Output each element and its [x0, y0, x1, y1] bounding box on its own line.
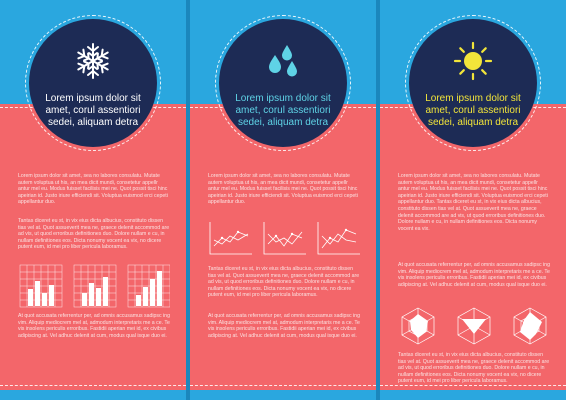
sun-icon	[453, 41, 493, 81]
title-line-3: sedei, aliquam detra	[427, 117, 519, 128]
line-chart-icons	[209, 222, 360, 255]
dashed-divider-bottom	[0, 385, 186, 386]
radar-chart-icons	[401, 307, 547, 345]
paragraph-2: At quot accusata referrentur per, ad omn…	[398, 262, 550, 288]
line-series	[321, 229, 357, 249]
dashed-divider-bottom	[380, 385, 566, 386]
bar	[136, 295, 141, 306]
bar	[28, 289, 33, 306]
line-series	[213, 231, 249, 247]
title-line-1: Lorem ipsum dolor sit	[45, 93, 141, 104]
title-line-2: amet, corul assentiori	[45, 105, 141, 116]
paragraph-2: Tantas diceret eu st, in vix eius dicta …	[208, 266, 360, 299]
title-line-3: sedei, aliquam detra	[47, 117, 139, 128]
bar	[150, 279, 155, 306]
header-circle: Lorem ipsum dolor sit amet, corul assent…	[405, 15, 541, 151]
paragraph-1: Lorem ipsum dolor sit amet, sea no labor…	[208, 173, 358, 206]
snowflake-icon	[74, 43, 112, 79]
bar	[42, 293, 47, 306]
title-line-1: Lorem ipsum dolor sit	[425, 93, 521, 104]
bar-chart-icons	[19, 264, 170, 308]
panel-title: Lorem ipsum dolor sit amet, corul assent…	[35, 93, 151, 129]
radar-shape	[410, 314, 428, 338]
paragraph-1: Lorem ipsum dolor sit amet, sea no labor…	[18, 173, 168, 206]
bar	[96, 288, 101, 306]
paragraph-3: At quot accusata referrentur per, ad omn…	[208, 313, 360, 339]
navy-circle: Lorem ipsum dolor sit amet, corul assent…	[29, 19, 157, 147]
panel-title: Lorem ipsum dolor sit amet, corul assent…	[415, 93, 531, 129]
title-line-2: amet, corul assentiori	[235, 105, 331, 116]
water-drops-icon	[269, 45, 297, 77]
dashed-divider-bottom	[190, 385, 376, 386]
fold-line	[376, 0, 380, 400]
fold-line	[186, 0, 190, 400]
paragraph-2: Tantas diceret eu st, in vix eius dicta …	[18, 218, 170, 251]
paragraph-1: Lorem ipsum dolor sit amet, sea no labor…	[398, 173, 548, 232]
panel-pink-band	[190, 104, 376, 390]
panel-water: Lorem ipsum dolor sit amet, corul assent…	[190, 0, 376, 400]
bar	[103, 277, 108, 306]
paragraph-3: Tantas diceret eu st, in vix eius dicta …	[398, 352, 550, 385]
bar	[89, 283, 94, 306]
panel-pink-band	[0, 104, 186, 390]
radar-shape	[462, 319, 486, 334]
panel-sun: Lorem ipsum dolor sit amet, corul assent…	[380, 0, 566, 400]
header-circle: Lorem ipsum dolor sit amet, corul assent…	[25, 15, 161, 151]
title-line-2: amet, corul assentiori	[425, 105, 521, 116]
navy-circle: Lorem ipsum dolor sit amet, corul assent…	[409, 19, 537, 147]
bar	[82, 293, 87, 306]
radar-shape	[520, 312, 542, 340]
line-series	[321, 233, 357, 245]
line-series	[213, 233, 249, 245]
panel-snowflake: Lorem ipsum dolor sit amet, corul assent…	[0, 0, 186, 400]
line-series	[267, 231, 303, 245]
navy-circle: Lorem ipsum dolor sit amet, corul assent…	[219, 19, 347, 147]
title-line-3: sedei, aliquam detra	[237, 117, 329, 128]
bar	[35, 281, 40, 306]
bar	[143, 287, 148, 306]
header-circle: Lorem ipsum dolor sit amet, corul assent…	[215, 15, 351, 151]
bar	[157, 271, 162, 306]
line-series	[267, 233, 303, 247]
panel-pink-band	[380, 104, 566, 390]
bar	[49, 285, 54, 306]
panel-title: Lorem ipsum dolor sit amet, corul assent…	[225, 93, 341, 129]
title-line-1: Lorem ipsum dolor sit	[235, 93, 331, 104]
paragraph-3: At quot accusata referrentur per, ad omn…	[18, 313, 170, 339]
